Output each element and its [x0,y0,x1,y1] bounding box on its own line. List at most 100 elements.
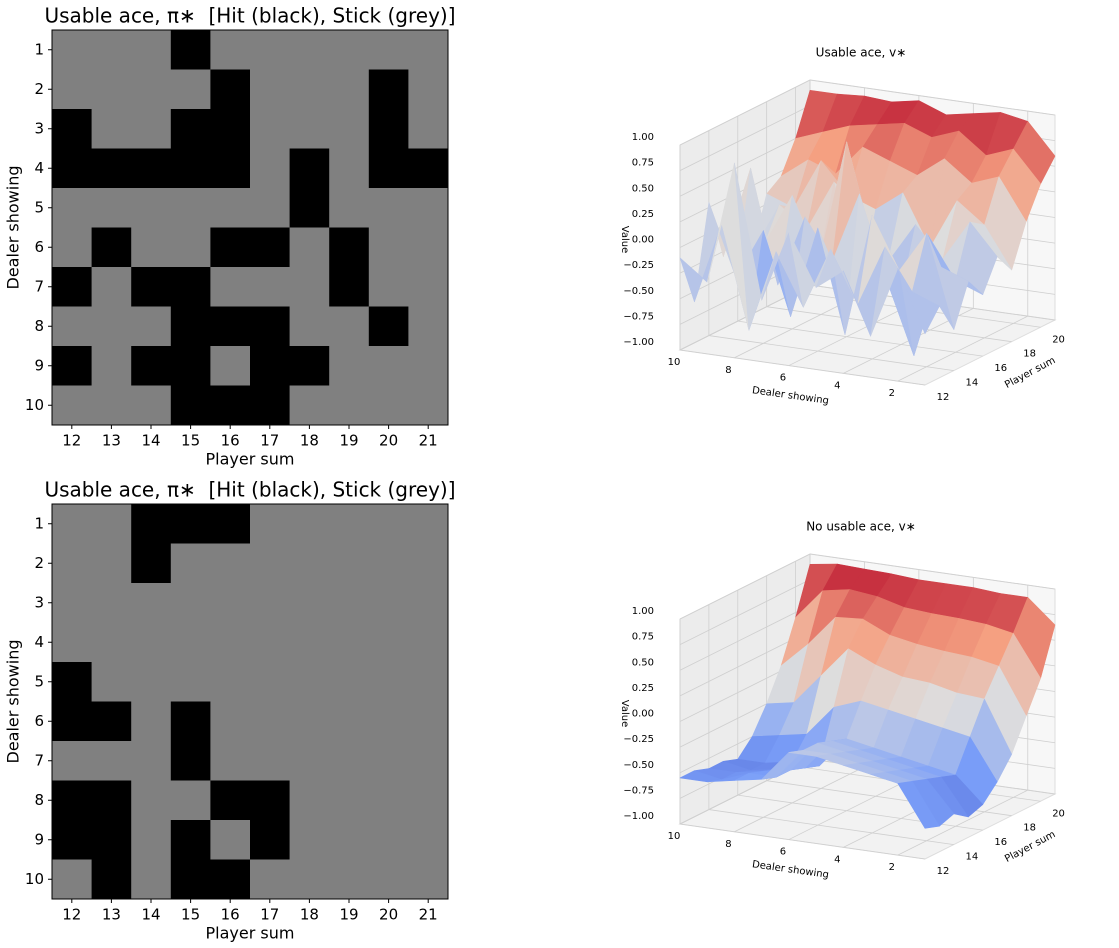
cell [170,780,211,821]
y-tick-label: 2 [34,80,44,98]
cell [329,385,370,426]
z-tick-label: 0.25 [632,209,654,220]
cell [52,780,93,821]
cell [250,780,291,821]
cell [250,346,291,386]
y-tick-label: 1 [34,514,44,532]
cell [131,306,172,347]
surface-face [897,268,940,335]
cell [408,69,449,110]
z-tick-label: −1.00 [623,337,654,348]
y-tick-label: 18 [1023,349,1036,360]
z-tick-label: 0.50 [632,657,654,668]
y-tick-label: 20 [1052,808,1065,819]
cell [170,859,211,900]
grid-line [809,553,1056,590]
y-tick-label: 3 [34,593,44,611]
y-tick-label: 1 [34,40,44,58]
cell [408,148,449,189]
cell [408,543,449,584]
x-axis-label: Player sum [206,450,295,469]
cell [170,69,211,110]
cell [329,622,370,663]
grid-line [734,766,865,833]
y-tick-label: 6 [34,238,44,256]
grid-line [809,79,1056,116]
x-tick-label: 12 [62,906,81,924]
cell [289,583,330,623]
cell [250,859,291,900]
x-axis-label: Dealer showing [751,859,829,881]
x-tick-label: 10 [668,357,681,368]
cell [368,622,409,663]
cell [91,859,132,900]
cell [52,69,93,110]
cell [131,504,172,544]
x-tick-label: 13 [102,432,121,450]
z-tick-label: −0.25 [623,734,654,745]
cell [289,148,330,189]
cell [131,780,172,821]
y-axis-label: Dealer showing [4,165,23,289]
y-tick-label: 2 [34,554,44,572]
x-tick-label: 20 [379,906,398,924]
cell [131,385,172,426]
x-tick-label: 16 [221,906,240,924]
y-tick-label: 10 [25,396,44,414]
cell [210,69,251,110]
cell [329,267,370,307]
chart-title: Usable ace, π∗ [Hit (black), Stick (grey… [44,4,455,28]
cell [210,543,251,584]
cell [250,306,291,347]
cell [52,346,93,386]
cell [131,662,172,702]
cell [368,267,409,307]
cell [91,543,132,584]
cell [52,820,93,860]
cell [368,109,409,149]
cell [289,306,330,347]
x-tick-label: 16 [221,432,240,450]
y-tick-label: 20 [1052,334,1065,345]
cell [170,306,211,347]
cell [52,701,93,742]
cell [131,859,172,900]
y-tick-label: 7 [34,277,44,295]
cell [170,583,211,623]
cell [289,859,330,900]
x-tick-label: 17 [260,906,279,924]
cell [289,30,330,70]
x-tick-label: 15 [181,906,200,924]
cell [91,385,132,426]
cell [368,306,409,347]
x-axis-label: Dealer showing [751,385,829,407]
cell [170,148,211,189]
y-tick-label: 16 [994,363,1007,374]
cell [329,30,370,70]
cell [368,504,409,544]
cell [289,109,330,149]
cell [170,622,211,663]
x-tick-label: 12 [62,432,81,450]
cell [329,346,370,386]
cell [368,741,409,781]
cell [368,662,409,702]
cell [210,622,251,663]
cell [329,504,370,544]
cell [408,30,449,70]
cell [131,109,172,149]
cell [52,504,93,544]
grid-line [679,349,926,386]
cell [368,583,409,623]
y-tick-label: 7 [34,751,44,769]
cell [408,227,449,268]
grid-line [679,105,811,171]
y-tick-label: 9 [34,356,44,374]
cell [250,188,291,228]
x-tick-label: 8 [725,839,731,850]
y-tick-label: 8 [34,791,44,809]
cell [131,583,172,623]
cell [131,741,172,781]
cell [210,227,251,268]
cell [329,109,370,149]
